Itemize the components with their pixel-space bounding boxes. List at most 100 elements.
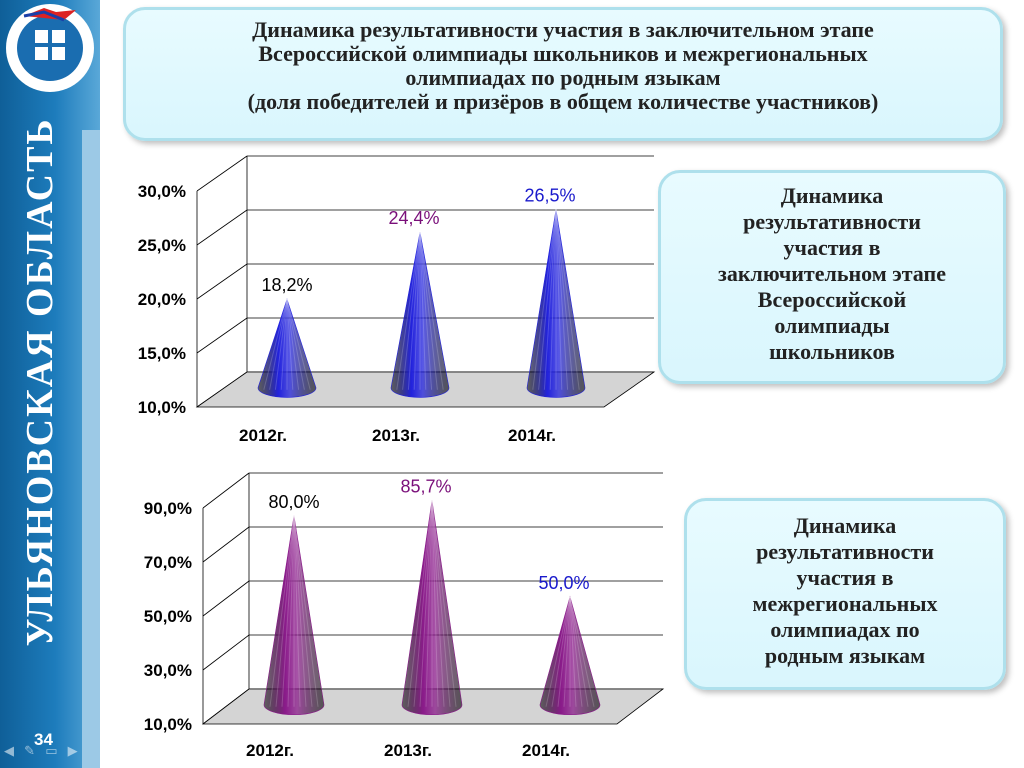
- cone-rib: [419, 232, 438, 390]
- cone-rib: [557, 596, 571, 707]
- y-tick-label: 70,0%: [144, 553, 192, 572]
- olympiad-logo: [6, 4, 94, 92]
- cone-rib: [281, 515, 295, 707]
- slide-nav[interactable]: ◀ ✎ ▭ ▶: [4, 744, 104, 764]
- cone-rib: [293, 515, 319, 707]
- cone-rib: [293, 515, 313, 707]
- cone-rib: [555, 209, 580, 390]
- cone-rib: [269, 299, 288, 390]
- cone-rib: [555, 209, 563, 390]
- cone-bar: [526, 209, 586, 398]
- nav-forward-icon[interactable]: ▶: [67, 744, 78, 759]
- cone-rib: [431, 500, 457, 707]
- sidebar-stripe: [82, 130, 100, 768]
- gridline-side: [202, 472, 250, 509]
- cone-rib: [286, 299, 300, 390]
- caption-line: Всероссийской: [757, 287, 907, 312]
- cone-rib: [287, 515, 295, 707]
- cone-rib: [555, 209, 569, 390]
- gridline-side: [196, 263, 248, 300]
- data-label: 18,2%: [261, 275, 312, 295]
- x-tick-label: 2014г.: [522, 741, 570, 760]
- caption-line: олимпиадах по: [770, 617, 920, 642]
- nav-menu-icon[interactable]: ▭: [45, 744, 58, 759]
- cone-rib: [293, 515, 301, 707]
- cone-rib: [402, 232, 421, 390]
- x-tick-label: 2012г.: [239, 426, 287, 445]
- gridline-side: [202, 580, 250, 617]
- title-line: Динамика результативности участия в закл…: [252, 17, 874, 42]
- caption-line: заключительном этапе: [718, 261, 946, 286]
- x-tick-label: 2013г.: [384, 741, 432, 760]
- cone-rib: [413, 232, 421, 390]
- cone-rib: [569, 596, 583, 707]
- data-label: 80,0%: [268, 492, 319, 512]
- slide-title: Динамика результативности участия в закл…: [123, 7, 1003, 141]
- y-tick-label: 30,0%: [138, 182, 186, 201]
- cone-bar: [390, 232, 450, 398]
- cone-rib: [286, 299, 294, 390]
- y-tick-label: 50,0%: [144, 607, 192, 626]
- cone-rib: [543, 209, 557, 390]
- caption-box-1: Динамика результативности участия в закл…: [658, 170, 1006, 384]
- gridline-side: [196, 209, 248, 246]
- cone-rib: [274, 299, 288, 390]
- cone-rib: [407, 232, 421, 390]
- caption-line: участия в: [796, 565, 894, 590]
- cone-rib: [555, 209, 574, 390]
- cone-rib: [563, 596, 571, 707]
- x-tick-label: 2012г.: [246, 741, 294, 760]
- caption-line: результативности: [756, 539, 934, 564]
- cone-rib: [569, 596, 589, 707]
- y-tick-label: 30,0%: [144, 661, 192, 680]
- title-line: Всероссийской олимпиады школьников и меж…: [258, 41, 868, 66]
- cone-rib: [538, 209, 557, 390]
- caption-line: Динамика: [780, 183, 884, 208]
- cone-rib: [269, 515, 295, 707]
- caption-line: результативности: [743, 209, 921, 234]
- cone-rib: [263, 299, 288, 390]
- nav-pen-icon[interactable]: ✎: [24, 744, 36, 759]
- y-tick-label: 10,0%: [138, 398, 186, 417]
- sidebar: УЛЬЯНОВСКАЯ ОБЛАСТЬ 34 ◀ ✎ ▭ ▶: [0, 0, 100, 768]
- data-label: 26,5%: [524, 186, 575, 206]
- x-tick-label: 2013г.: [372, 426, 420, 445]
- cone-bar: [539, 595, 601, 716]
- cone-bar: [257, 298, 317, 398]
- y-tick-label: 15,0%: [138, 344, 186, 363]
- cone-rib: [286, 299, 311, 390]
- cone-rib: [549, 209, 557, 390]
- caption-line: межрегиональных: [752, 591, 938, 616]
- cone-rib: [431, 500, 445, 707]
- cone-rib: [286, 299, 305, 390]
- cone-rib: [551, 596, 571, 707]
- cone-rib: [396, 232, 421, 390]
- y-tick-label: 10,0%: [144, 715, 192, 734]
- cone-rib: [431, 500, 439, 707]
- gridline-side: [196, 317, 248, 354]
- caption-line: Динамика: [793, 513, 897, 538]
- cone-rib: [425, 500, 433, 707]
- cone-rib: [275, 515, 295, 707]
- title-line: олимпиадах по родным языкам: [405, 65, 721, 90]
- cone-rib: [545, 596, 571, 707]
- cone-rib: [293, 515, 307, 707]
- x-tick-label: 2014г.: [508, 426, 556, 445]
- y-tick-label: 90,0%: [144, 499, 192, 518]
- slide-number: 34: [34, 730, 53, 749]
- cone-rib: [419, 232, 433, 390]
- caption-line: родным языкам: [764, 643, 926, 668]
- caption-box-2: Динамика результативности участия в межр…: [684, 498, 1006, 690]
- cone-rib: [413, 500, 433, 707]
- cone-rib: [407, 500, 433, 707]
- cone-rib: [280, 299, 288, 390]
- y-tick-label: 25,0%: [138, 236, 186, 255]
- cone-rib: [419, 232, 444, 390]
- caption-line: школьников: [769, 339, 895, 364]
- nav-back-icon[interactable]: ◀: [4, 744, 14, 759]
- caption-line: участия в: [783, 235, 881, 260]
- gridline-side: [202, 526, 250, 563]
- cone-rib: [419, 232, 427, 390]
